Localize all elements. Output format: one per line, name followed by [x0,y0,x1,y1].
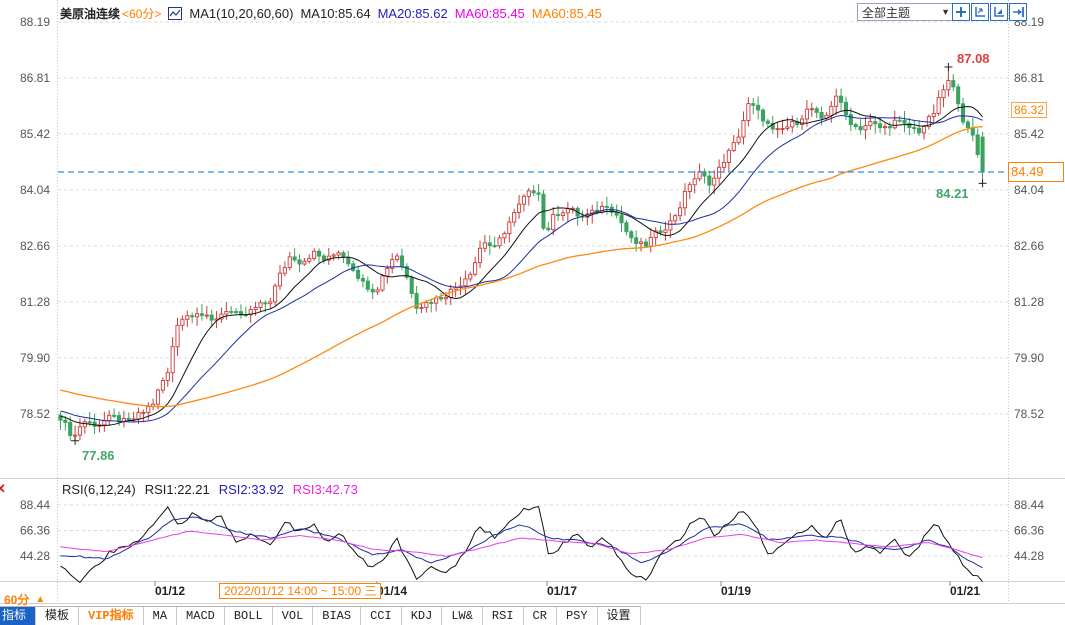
ma60-orange-value: MA60:85.45 [531,6,602,21]
left-axis-label: 82.66 [20,239,50,253]
rsi1-value: RSI1:22.21 [144,482,210,497]
rsi-left-axis-label: 44.28 [20,549,50,563]
theme-dropdown-value: 全部主题 [862,5,911,20]
ma-right-axis-tag: 86.32 [1011,102,1048,118]
tab-PSY[interactable]: PSY [557,607,598,625]
tab-设置[interactable]: 设置 [598,607,641,625]
move-crosshair-button[interactable] [952,3,970,21]
close-panel-icon[interactable]: ✕ [0,481,6,496]
ma10-value: MA10:85.64 [300,6,371,21]
xaxis-hover-tooltip: 2022/01/12 14:00 ~ 15:00 三 [219,583,382,599]
instrument-title: 美原油连续 [60,7,121,21]
axis-pan-icon [994,7,1004,17]
rsi-right-axis-label: 44.28 [1014,549,1044,563]
right-axis-label: 81.28 [1014,295,1044,309]
rsi-right-axis-label: 66.36 [1014,524,1044,538]
period-selector[interactable]: 60分 ▲ [4,591,45,608]
global-low-tag: 77.86 [82,448,115,463]
shift-right-button[interactable] [1009,3,1027,21]
period-value: 60分 [4,593,30,607]
right-axis-label: 79.90 [1014,351,1044,365]
axis-zoom-icon [975,7,985,17]
left-axis-label: 85.42 [20,127,50,141]
chevron-down-icon: ▼ [941,7,950,17]
axis-pan-button[interactable] [990,3,1008,21]
date-label: 01/17 [547,584,578,598]
theme-dropdown[interactable]: 全部主题 ▼ [857,3,955,21]
right-axis-label: 82.66 [1014,239,1044,253]
tab-BOLL[interactable]: BOLL [225,607,273,625]
right-axis-label: 85.42 [1014,127,1044,141]
tab-KDJ[interactable]: KDJ [402,607,443,625]
tab-指标[interactable]: 指标 [0,607,37,625]
rsi-left-axis-label: 88.44 [20,498,50,512]
tab-CR[interactable]: CR [524,607,557,625]
tab-MACD[interactable]: MACD [177,607,225,625]
move-crosshair-icon [956,7,966,17]
left-axis-label: 84.04 [20,183,50,197]
tab-VIP指标[interactable]: VIP指标 [79,607,144,625]
left-axis-label: 81.28 [20,295,50,309]
date-label: 01/12 [155,584,186,598]
rsi-right-axis-label: 88.44 [1014,498,1044,512]
left-axis-label: 88.19 [20,15,50,29]
last-low-tag: 84.21 [936,186,969,201]
tab-CCI[interactable]: CCI [361,607,402,625]
right-axis-label: 84.04 [1014,183,1044,197]
tab-VOL[interactable]: VOL [273,607,314,625]
date-label: 01/19 [721,584,752,598]
date-label: 01/14 [377,584,408,598]
ma60-magenta-value: MA60:85.45 [454,6,525,21]
rsi3-value: RSI3:42.73 [292,482,358,497]
rsi-line-RSI1 [60,505,983,584]
candlestick-mini-icon [168,7,183,20]
right-axis-label: 78.52 [1014,407,1044,421]
axis-zoom-button[interactable] [971,3,989,21]
tab-LW&[interactable]: LW& [442,607,483,625]
shift-right-icon [1013,7,1024,17]
main-chart-header: 美原油连续 <60分> MA1(10,20,60,60) MA10:85.64 … [60,5,602,22]
collapse-arrow-icon: ▲ [35,594,46,605]
rsi-line-RSI3 [60,530,983,559]
tab-BIAS[interactable]: BIAS [313,607,362,625]
rsi-header: RSI(6,12,24) RSI1:22.21 RSI2:33.92 RSI3:… [62,482,358,497]
left-axis-label: 86.81 [20,71,50,85]
indicator-tabbar: 指标 模板 VIP指标 MA MACD BOLL VOL BIAS CCI KDJ LW& RSI CR… [0,606,641,625]
date-label: 01/21 [950,584,981,598]
period-tag: <60分> [122,7,162,21]
rsi-line-RSI2 [60,516,983,569]
high-price-tag: 87.08 [957,51,990,66]
left-axis-label: 79.90 [20,351,50,365]
rsi2-value: RSI2:33.92 [218,482,284,497]
ma-params-label: MA1(10,20,60,60) [189,6,294,21]
last-price-tag: 84.49 [1008,162,1064,182]
tab-MA[interactable]: MA [144,607,178,625]
left-axis-label: 78.52 [20,407,50,421]
tab-模板[interactable]: 模板 [36,607,80,625]
rsi-left-axis-label: 66.36 [20,524,50,538]
xaxis-labels: 01/12 01/14 01/17 01/19 01/21 [0,584,1065,600]
ma20-value: MA20:85.62 [377,6,448,21]
tab-RSI[interactable]: RSI [483,607,524,625]
rsi-params-label: RSI(6,12,24) [62,482,136,497]
right-axis-label: 86.81 [1014,71,1044,85]
